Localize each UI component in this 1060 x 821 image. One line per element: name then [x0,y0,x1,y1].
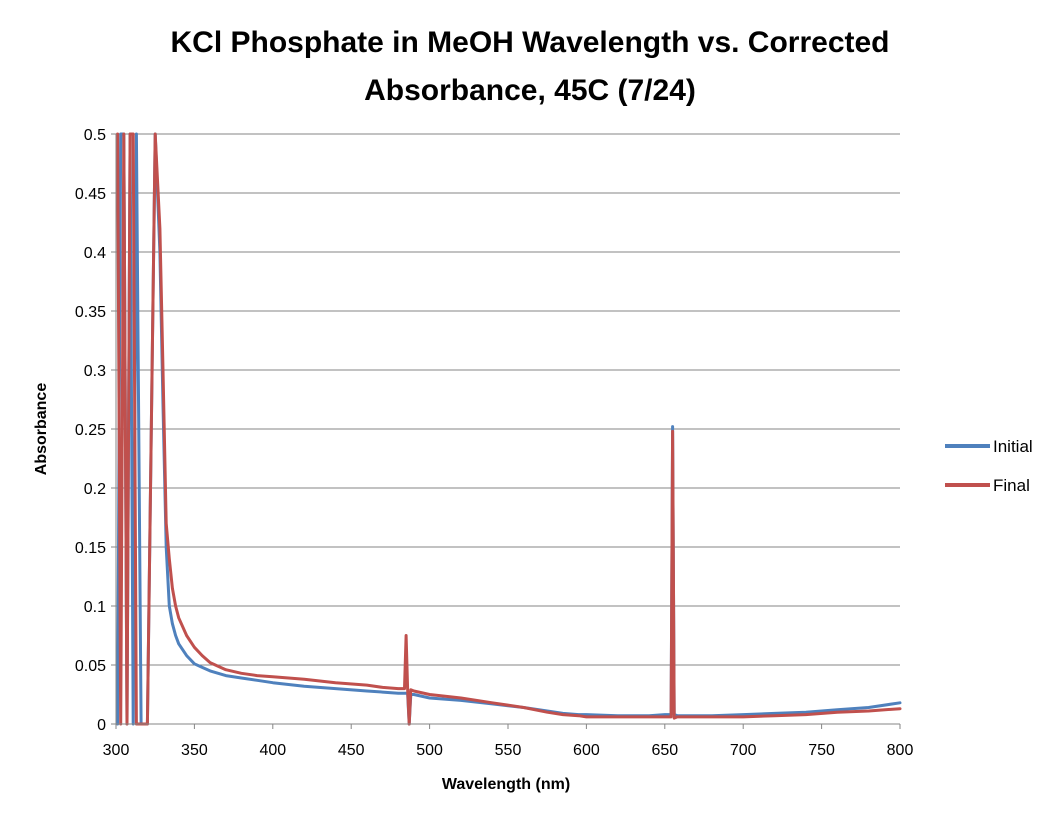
y-tick-label: 0 [97,717,106,734]
chart-title-line2: Absorbance, 45C (7/24) [364,74,696,107]
x-tick-label: 600 [573,742,600,759]
y-tick-label: 0.15 [75,540,106,557]
x-tick-label: 550 [495,742,522,759]
y-tick-label: 0.5 [84,127,106,144]
y-tick-label: 0.35 [75,304,106,321]
y-tick-label: 0.4 [84,245,106,262]
y-tick-label: 0.1 [84,599,106,616]
legend-label-final: Final [993,476,1030,495]
y-tick-label: 0.3 [84,363,106,380]
x-tick-label: 500 [416,742,443,759]
chart-title-line1: KCl Phosphate in MeOH Wavelength vs. Cor… [170,26,889,59]
legend: Initial Final [945,437,1033,495]
y-tick-label: 0.45 [75,186,106,203]
x-tick-label: 650 [651,742,678,759]
x-tick-label: 750 [808,742,835,759]
y-tick-label: 0.05 [75,658,106,675]
x-tick-label: 450 [338,742,365,759]
legend-label-initial: Initial [993,437,1033,456]
y-axis-label: Absorbance [33,383,50,476]
series-line-final [116,132,902,726]
y-axis-ticks: 0 0.05 0.1 0.15 0.2 0.25 0.3 0.35 0.4 0.45 0.5 [75,127,116,734]
x-tick-label: 300 [103,742,130,759]
y-tick-label: 0.25 [75,422,106,439]
x-tick-label: 350 [181,742,208,759]
x-tick-label: 400 [259,742,286,759]
x-axis-label: Wavelength (nm) [442,776,570,793]
grid [116,133,900,666]
y-tick-label: 0.2 [84,481,106,498]
series-group [116,132,902,726]
x-tick-label: 800 [887,742,914,759]
x-axis-ticks: 300 350 400 450 500 550 600 650 700 750 800 [103,724,914,759]
x-tick-label: 700 [730,742,757,759]
